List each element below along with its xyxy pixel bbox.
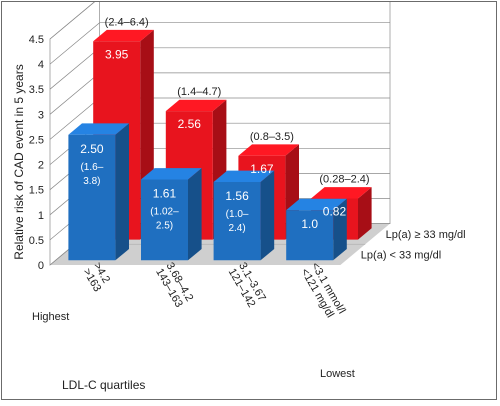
bar-top	[286, 198, 347, 211]
ci-label: 2.4)	[228, 223, 245, 234]
y-tick-label: 0.5	[29, 235, 44, 247]
gridline	[49, 0, 98, 40]
bar-chart-3d: 0 0.5 1 1.5 2 2.5 3 3.5 4 4.5 3.95 (2.4–6.4) 2.56 (1…	[12, 0, 466, 392]
ci-label: (0.28–2.4)	[319, 173, 369, 185]
bar-front	[286, 210, 334, 261]
ci-label: 3.8)	[83, 176, 100, 187]
ci-label: 2.5)	[156, 220, 173, 231]
bar-front-1	[141, 168, 202, 261]
y-tick-label: 1.5	[29, 185, 44, 197]
bar-front-3	[286, 198, 347, 261]
bar-front-0	[68, 123, 129, 261]
bar-side	[333, 198, 347, 261]
bar-top	[93, 29, 154, 42]
bar-front	[68, 134, 116, 261]
y-tick-label: 1	[38, 210, 44, 222]
bar-value-label: 1.0	[301, 217, 318, 231]
bar-value-label: 1.56	[225, 189, 249, 203]
y-tick-label: 3	[38, 109, 44, 121]
bars-layer	[68, 29, 372, 261]
bar-value-label: 1.61	[153, 186, 177, 200]
bar-value-label: 2.50	[80, 142, 104, 156]
bar-side	[188, 168, 202, 261]
bar-top	[311, 187, 372, 199]
bar-top	[68, 123, 129, 135]
ci-label: (0.8–3.5)	[250, 131, 294, 143]
bar-value-label: 2.56	[178, 117, 202, 131]
gridline	[49, 22, 390, 65]
bar-top	[165, 99, 227, 112]
y-axis: 0 0.5 1 1.5 2 2.5 3 3.5 4 4.5	[29, 34, 44, 272]
chart-frame: 0 0.5 1 1.5 2 2.5 3 3.5 4 4.5 3.95 (2.4–6.4) 2.56 (1…	[1, 0, 497, 400]
y-tick-label: 2.5	[29, 134, 44, 146]
series-label: Lp(a) ≥ 33 mg/dl	[386, 229, 466, 241]
y-tick-label: 2	[38, 160, 44, 172]
ci-label: (1.0–	[226, 209, 249, 220]
x-axis-label: LDL-C quartiles	[62, 378, 145, 392]
bar-value-label: 3.95	[105, 47, 129, 61]
bar-value-label: 1.67	[250, 162, 274, 176]
category-qualifier: Highest	[32, 311, 69, 323]
bar-side	[115, 123, 129, 261]
y-tick-label: 4.5	[29, 34, 44, 46]
ci-label: (1.4–4.7)	[177, 86, 221, 98]
bar-top	[238, 144, 299, 156]
y-axis-label: Relative risk of CAD event in 5 years	[12, 64, 26, 259]
bar-front	[141, 179, 188, 261]
bar-front-2	[213, 170, 275, 261]
bar-side	[260, 170, 275, 261]
bar-top	[213, 170, 275, 182]
y-tick-label: 0	[38, 260, 44, 272]
bar-side	[358, 187, 372, 240]
category-qualifier: Lowest	[320, 368, 355, 380]
bar-front	[213, 182, 261, 261]
category-label-group: <121 mg/dl<3.1 mmol/l	[298, 261, 347, 320]
y-tick-label: 4	[38, 59, 44, 71]
bar-top	[141, 168, 202, 180]
bar-value-label: 0.82	[323, 204, 347, 218]
ci-label: (1.6–	[80, 162, 103, 173]
ci-label: (1.02–	[150, 206, 179, 217]
y-tick-label: 3.5	[29, 84, 44, 96]
category-label-group: >163>4.2	[81, 261, 113, 294]
ci-label: (2.4–6.4)	[105, 16, 149, 28]
series-label: Lp(a) < 33 mg/dl	[361, 250, 441, 262]
